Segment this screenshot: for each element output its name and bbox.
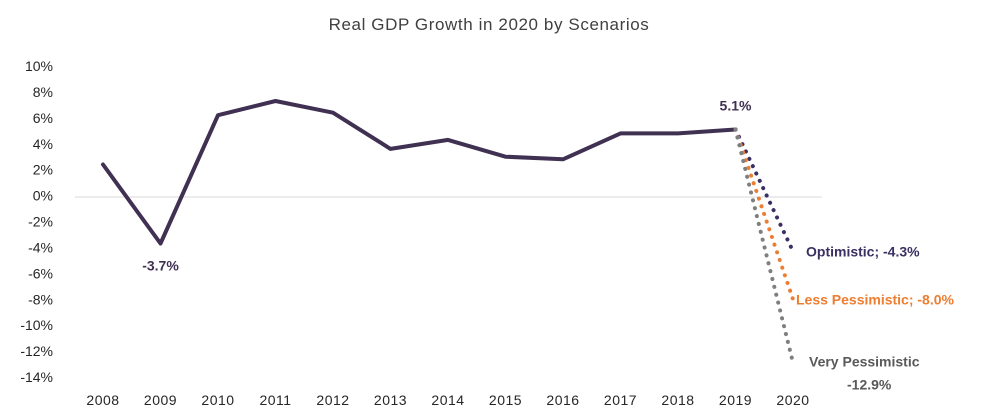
y-tick-label: 4% [33, 136, 53, 152]
data-label: -3.7% [142, 258, 179, 274]
y-tick-label: -2% [28, 214, 53, 230]
x-tick-label: 2008 [86, 392, 119, 408]
y-tick-label: 6% [33, 110, 53, 126]
y-tick-label: -8% [28, 291, 53, 307]
scenario-line-2 [733, 127, 795, 302]
y-tick-label: -10% [20, 317, 53, 333]
y-tick-label: -14% [20, 369, 53, 385]
x-tick-label: 2016 [546, 392, 579, 408]
x-tick-label: 2017 [604, 392, 637, 408]
gdp-growth-line [101, 99, 738, 246]
x-tick-label: 2010 [201, 392, 234, 408]
x-tick-label: 2009 [144, 392, 177, 408]
x-tick-label: 2014 [431, 392, 464, 408]
x-tick-label: 2019 [719, 392, 752, 408]
x-tick-label: 2011 [259, 392, 291, 408]
chart-title: Real GDP Growth in 2020 by Scenarios [329, 15, 650, 34]
x-tick-label: 2020 [776, 392, 809, 408]
data-label: Optimistic; -4.3% [806, 243, 920, 259]
data-label: Very Pessimistic [809, 354, 920, 370]
y-tick-label: 10% [25, 58, 53, 74]
x-tick-label: 2012 [316, 392, 349, 408]
y-axis-ticks: 10% 8% 6% 4% 2% 0% -2% -4% -6% -8% -10% -12% -14% [20, 58, 53, 385]
x-tick-label: 2013 [374, 392, 407, 408]
scenario-line-1 [733, 127, 795, 254]
data-label: 5.1% [720, 97, 752, 113]
y-tick-label: 2% [33, 162, 53, 178]
x-tick-label: 2015 [489, 392, 522, 408]
data-label-value: -12.9% [847, 377, 892, 393]
series-group [101, 99, 795, 365]
y-tick-label: 8% [33, 84, 53, 100]
scenario-line-3 [733, 127, 795, 365]
x-tick-label: 2018 [661, 392, 694, 408]
data-labels: -3.7% 5.1% Optimistic; -4.3% Less Pessimist… [142, 97, 954, 392]
y-tick-label: -12% [20, 343, 53, 359]
y-tick-label: -6% [28, 265, 53, 281]
data-label: Less Pessimistic; -8.0% [796, 291, 955, 307]
x-axis-ticks: 2008 2009 2010 2011 2012 2013 2014 2015 2016 2017… [86, 392, 809, 408]
y-tick-label: 0% [33, 188, 53, 204]
y-tick-label: -4% [28, 239, 53, 255]
